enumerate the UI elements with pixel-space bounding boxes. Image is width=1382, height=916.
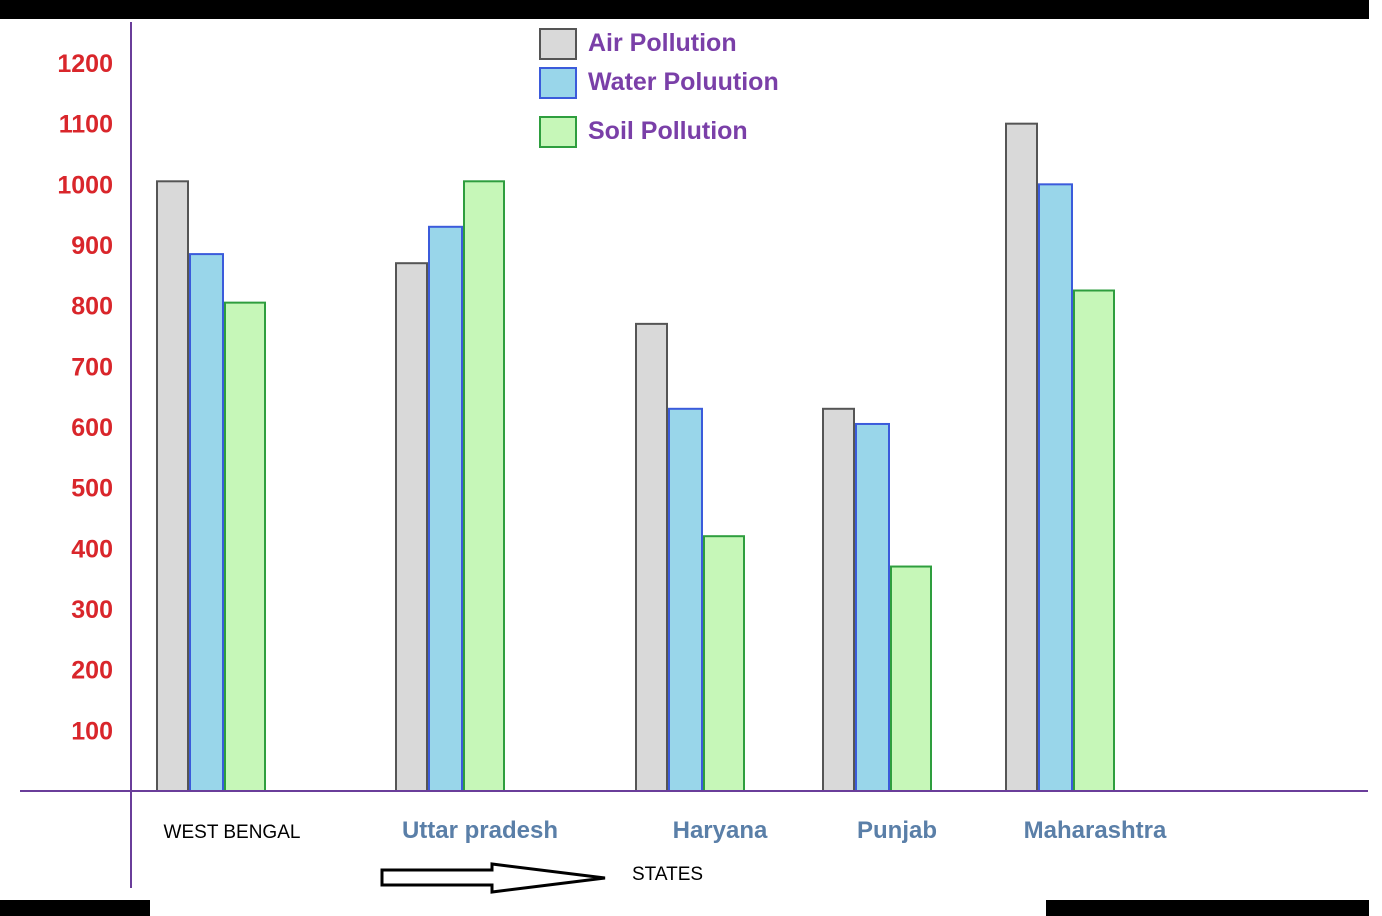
- bar-air-pollution-haryana: [635, 322, 668, 792]
- bar-air-pollution-uttar-pradesh: [395, 262, 428, 792]
- bar-air-pollution-west-bengal: [156, 180, 189, 793]
- y-tick-label: 1100: [59, 111, 113, 139]
- y-tick-label: 600: [71, 414, 113, 442]
- x-tick-label: Punjab: [857, 817, 937, 844]
- x-tick-label: Haryana: [673, 817, 768, 844]
- bar-soil-pollution-west-bengal: [224, 301, 266, 792]
- x-axis-ticks: WEST BENGAL Uttar pradesh Haryana Punjab Mah…: [164, 817, 1167, 844]
- x-axis-label-group: STATES: [380, 862, 703, 894]
- legend-label: Water Poluution: [588, 68, 779, 96]
- y-tick-label: 1000: [57, 171, 113, 199]
- bar-soil-pollution-maharashtra: [1073, 289, 1115, 792]
- x-tick-label: WEST BENGAL: [164, 822, 301, 843]
- bar-water-poluution-uttar-pradesh: [428, 225, 463, 793]
- legend-swatch: [539, 116, 577, 148]
- legend: Air Pollution Water Poluution Soil Polluti…: [539, 28, 779, 148]
- y-tick-label: 400: [71, 535, 113, 563]
- arrow-icon: [380, 862, 606, 894]
- bar-air-pollution-maharashtra: [1005, 122, 1038, 792]
- y-tick-label: 300: [71, 596, 113, 624]
- legend-swatch: [539, 28, 577, 60]
- bar-soil-pollution-punjab: [890, 565, 932, 792]
- bar-water-poluution-maharashtra: [1038, 183, 1073, 793]
- top-frame-border: [0, 0, 1382, 19]
- bottom-frame-border-left: [0, 900, 150, 916]
- y-tick-label: 200: [71, 657, 113, 685]
- y-axis-ticks: 100 200 300 400 500 600 700 800 900 1000 1100 1200: [57, 50, 113, 745]
- x-axis-label: STATES: [632, 864, 703, 885]
- bar-air-pollution-punjab: [822, 407, 855, 792]
- x-tick-label: Maharashtra: [1024, 817, 1167, 844]
- bar-soil-pollution-uttar-pradesh: [463, 180, 505, 793]
- right-frame-edge: [1369, 0, 1382, 916]
- y-tick-label: 700: [71, 353, 113, 381]
- legend-swatch: [539, 67, 577, 99]
- axes: [20, 22, 1368, 888]
- y-tick-label: 500: [71, 475, 113, 503]
- y-tick-label: 1200: [57, 50, 113, 78]
- x-tick-label: Uttar pradesh: [402, 817, 558, 844]
- bar-water-poluution-west-bengal: [189, 253, 224, 793]
- bar-water-poluution-punjab: [855, 422, 890, 792]
- bar-water-poluution-haryana: [668, 407, 703, 792]
- y-tick-label: 100: [71, 717, 113, 745]
- bar-soil-pollution-haryana: [703, 535, 745, 793]
- y-tick-label: 800: [71, 293, 113, 321]
- legend-label: Soil Pollution: [588, 117, 748, 145]
- bottom-frame-border-right: [1046, 900, 1382, 916]
- y-tick-label: 900: [71, 232, 113, 260]
- legend-label: Air Pollution: [588, 29, 737, 57]
- bars: [156, 122, 1115, 793]
